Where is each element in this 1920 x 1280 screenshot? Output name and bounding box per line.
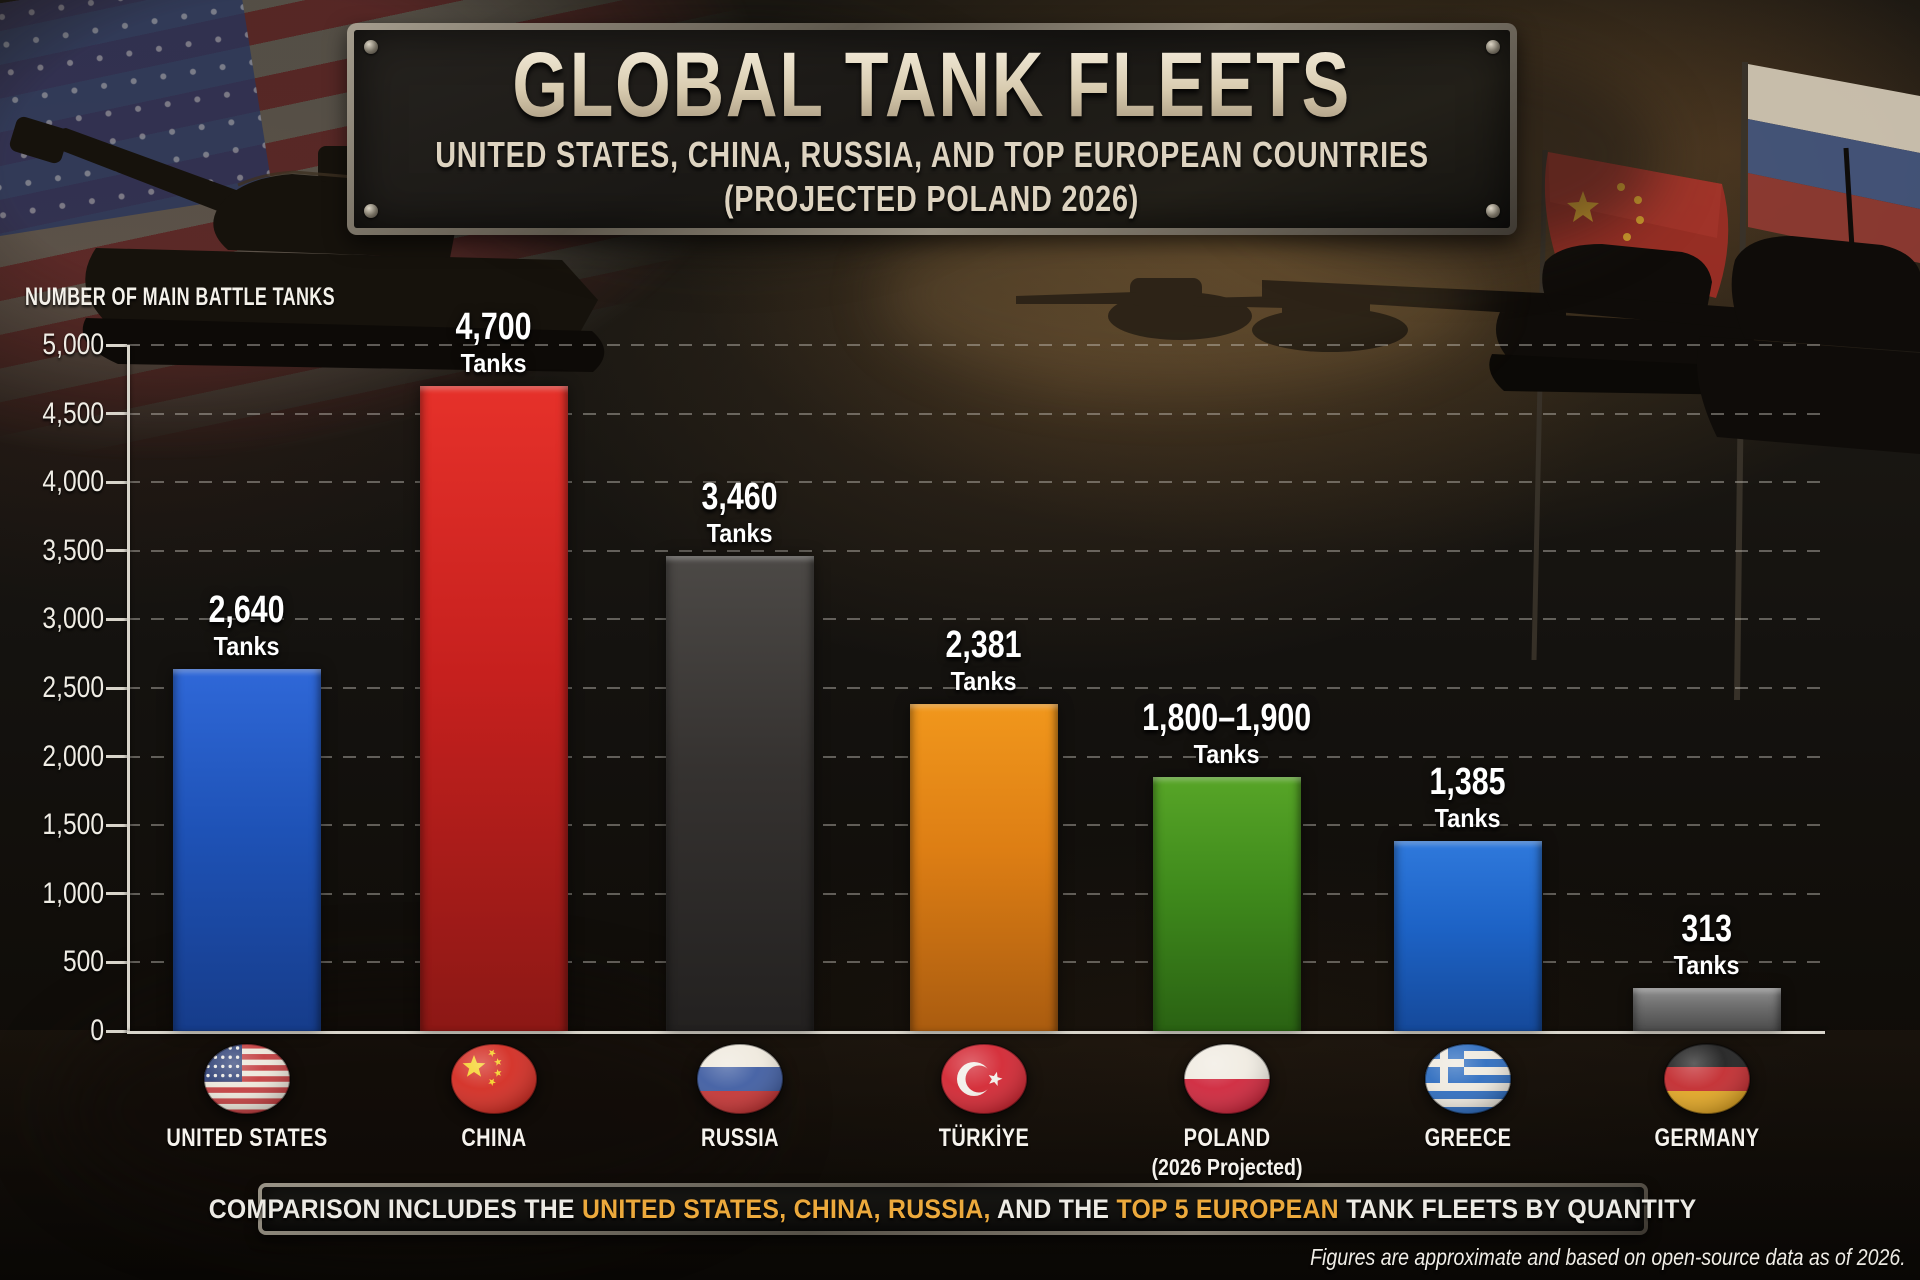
value-label-cn: 4,700 Tanks <box>364 302 624 378</box>
bar-gr <box>1394 840 1542 1031</box>
value-unit: Tanks <box>707 518 773 549</box>
value-label-tr: 2,381 Tanks <box>854 620 1114 696</box>
y-axis-tick <box>106 343 127 347</box>
bar-pl <box>1153 777 1301 1031</box>
banner-text: AND THE <box>991 1193 1117 1224</box>
y-axis-tick <box>106 823 127 827</box>
value-unit: Tanks <box>1435 802 1501 833</box>
y-tick-label: 3,500 <box>42 533 104 567</box>
y-tick-label: 0 <box>90 1014 104 1047</box>
value-number: 1,385 <box>1429 760 1507 803</box>
country-label-ru: RUSSIA <box>701 1124 779 1152</box>
banner-accent-text: CHINA, <box>793 1193 882 1224</box>
comparison-banner: COMPARISON INCLUDES THE UNITED STATES, C… <box>209 1183 1697 1235</box>
country-label-cn: CHINA <box>461 1124 527 1152</box>
country-label-us: UNITED STATES <box>166 1124 328 1152</box>
value-unit: Tanks <box>1194 739 1260 770</box>
y-axis-tick <box>106 480 127 484</box>
gr-flag-icon <box>1424 1043 1512 1115</box>
value-label-us: 2,640 Tanks <box>117 585 377 661</box>
ru-flag-icon <box>696 1043 784 1115</box>
y-tick-label: 1,500 <box>42 808 104 842</box>
gridline-3,500 <box>127 549 1825 552</box>
y-axis-tick <box>106 412 127 416</box>
comparison-banner-text: COMPARISON INCLUDES THE UNITED STATES, C… <box>209 1194 1697 1225</box>
banner-accent-text: TOP 5 EUROPEAN <box>1116 1193 1340 1224</box>
value-number: 1,800–1,900 <box>1142 697 1312 740</box>
country-label-gr: GREECE <box>1424 1124 1512 1152</box>
banner-text: COMPARISON INCLUDES THE <box>209 1193 583 1224</box>
bar-us <box>173 668 321 1031</box>
y-tick-label: 5,000 <box>42 328 104 361</box>
pl-flag-icon <box>1183 1043 1271 1115</box>
y-axis-line <box>127 345 130 1033</box>
banner-text: TANK FLEETS BY QUANTITY <box>1339 1193 1697 1224</box>
y-tick-label: 1,000 <box>42 876 104 910</box>
country-label-pl: POLAND <box>1183 1124 1271 1152</box>
value-number: 2,640 <box>208 588 286 631</box>
value-label-ru: 3,460 Tanks <box>610 472 870 548</box>
value-number: 313 <box>1681 908 1733 951</box>
y-axis-tick <box>106 686 127 690</box>
value-label-gr: 1,385 Tanks <box>1338 757 1598 833</box>
gridline-4,000 <box>127 481 1825 484</box>
y-axis-tick <box>106 892 127 896</box>
y-tick-label: 2,500 <box>42 671 104 704</box>
value-unit: Tanks <box>951 666 1017 697</box>
de-flag-icon <box>1663 1043 1751 1115</box>
source-footnote: Figures are approximate and based on ope… <box>1310 1244 1906 1270</box>
banner-accent-text: UNITED STATES, <box>582 1193 787 1224</box>
y-tick-label: 500 <box>62 945 104 979</box>
gridline-4,500 <box>127 412 1825 415</box>
value-number: 4,700 <box>455 306 533 349</box>
x-axis-baseline <box>127 1031 1825 1034</box>
value-unit: Tanks <box>214 630 280 661</box>
country-label-de: GERMANY <box>1654 1124 1760 1152</box>
banner-accent-text: RUSSIA, <box>888 1193 992 1224</box>
country-label-tr: TÜRKİYE <box>938 1124 1030 1152</box>
value-unit: Tanks <box>461 348 527 379</box>
y-axis-tick <box>106 549 127 553</box>
bar-de <box>1633 988 1781 1031</box>
y-tick-label: 4,000 <box>42 465 104 499</box>
cn-flag-icon <box>450 1043 538 1115</box>
y-axis-tick <box>106 960 127 964</box>
y-tick-label: 3,000 <box>42 602 104 636</box>
value-number: 3,460 <box>701 476 779 519</box>
value-unit: Tanks <box>1674 950 1740 981</box>
value-label-pl: 1,800–1,900 Tanks <box>1097 693 1357 769</box>
bar-cn <box>420 386 568 1031</box>
us-flag-icon <box>203 1043 291 1115</box>
value-number: 2,381 <box>945 624 1023 667</box>
y-axis-tick <box>106 755 127 759</box>
tr-flag-icon <box>940 1043 1028 1115</box>
country-sublabel-pl: (2026 Projected) <box>1151 1154 1303 1180</box>
bar-ru <box>666 556 814 1031</box>
y-tick-label: 4,500 <box>42 396 104 430</box>
value-label-de: 313 Tanks <box>1577 904 1837 980</box>
y-axis-tick <box>106 1029 127 1033</box>
y-tick-label: 2,000 <box>42 739 104 773</box>
bar-tr <box>910 704 1058 1031</box>
